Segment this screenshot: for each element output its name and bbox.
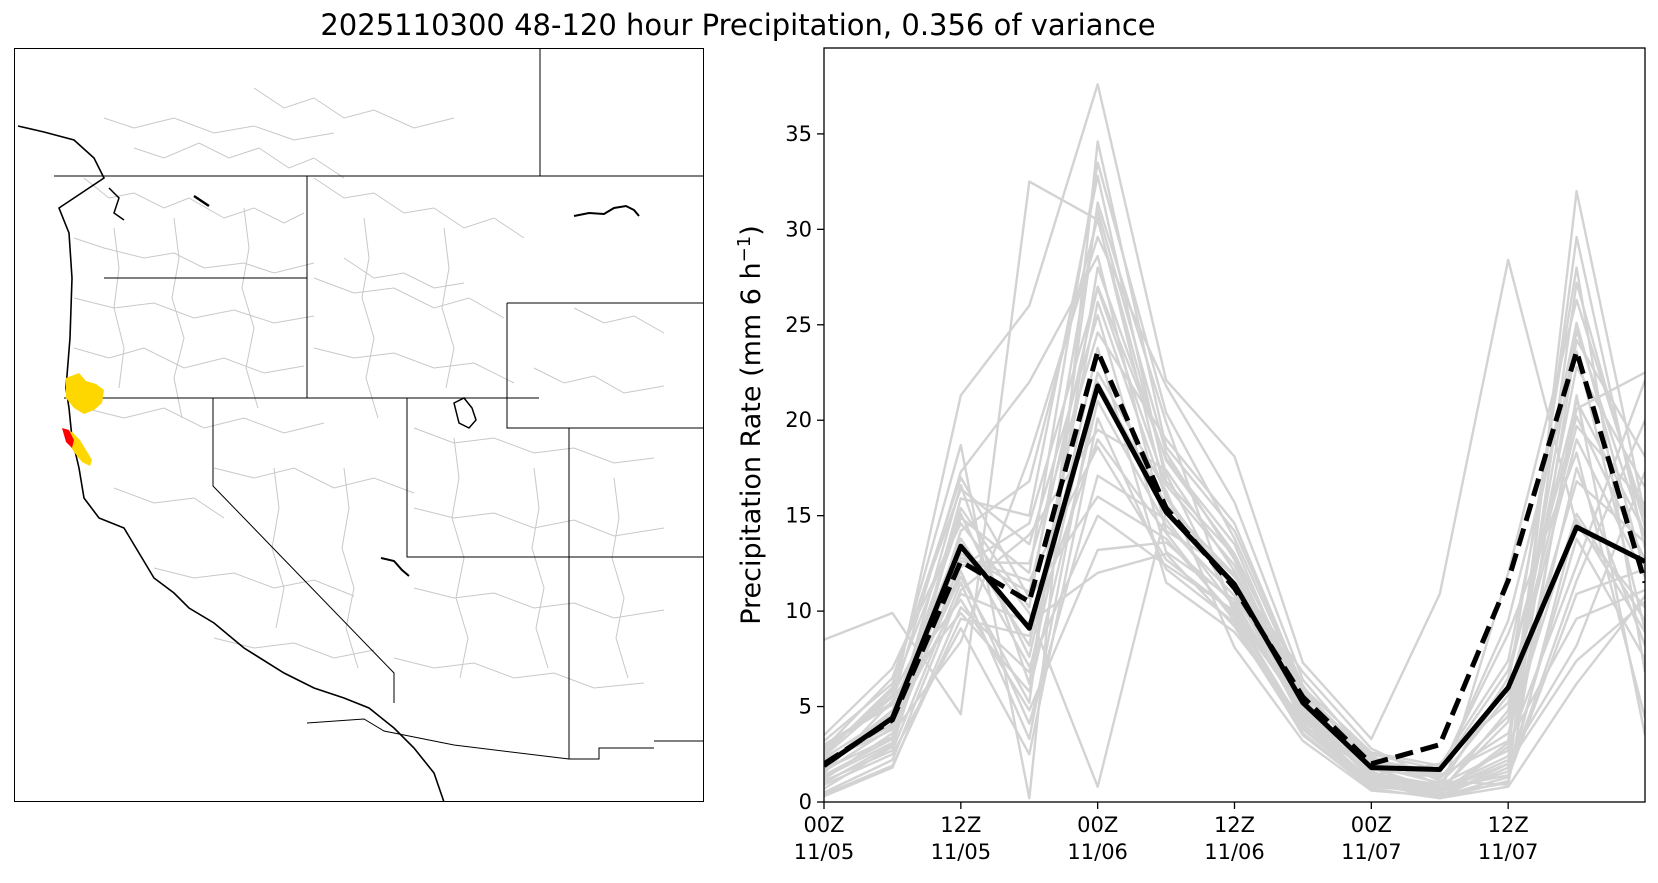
x-tick-label: 11/06 bbox=[1067, 840, 1128, 864]
highlight-dashed-line bbox=[824, 349, 1645, 767]
x-tick-label: 12Z bbox=[940, 813, 981, 837]
x-tick-label: 11/05 bbox=[931, 840, 992, 864]
state-borders bbox=[14, 48, 704, 802]
x-tick-label: 11/07 bbox=[1478, 840, 1539, 864]
ensemble-member-line bbox=[824, 399, 1645, 800]
ensemble-member-line bbox=[824, 285, 1645, 794]
ensemble-member-line bbox=[824, 438, 1645, 800]
lake-outline bbox=[380, 557, 410, 577]
region-map bbox=[14, 48, 704, 802]
x-tick-label: 12Z bbox=[1214, 813, 1255, 837]
y-tick-label: 20 bbox=[785, 408, 812, 432]
y-tick-label: 35 bbox=[785, 122, 812, 146]
y-tick-label: 30 bbox=[785, 217, 812, 241]
x-tick-label: 00Z bbox=[1351, 813, 1392, 837]
ensemble-member-line bbox=[824, 161, 1645, 775]
coastline bbox=[17, 125, 445, 802]
ensemble-member-line bbox=[824, 428, 1645, 794]
y-tick-label: 25 bbox=[785, 313, 812, 337]
ensemble-member-line bbox=[824, 235, 1645, 781]
y-tick-label: 0 bbox=[799, 790, 812, 814]
ensemble-member-line bbox=[824, 471, 1645, 792]
y-axis-label: Precipitation Rate (mm 6 h−1) bbox=[734, 225, 767, 625]
ensemble-member-line bbox=[824, 537, 1645, 794]
highlight-region bbox=[66, 373, 104, 414]
ensemble-member-line bbox=[824, 266, 1645, 781]
ensemble-member-line bbox=[824, 321, 1645, 777]
lake-outline bbox=[453, 397, 477, 429]
y-tick-label: 15 bbox=[785, 504, 812, 528]
x-tick-label: 11/07 bbox=[1341, 840, 1402, 864]
x-tick-label: 00Z bbox=[1077, 813, 1118, 837]
x-tick-label: 11/06 bbox=[1204, 840, 1265, 864]
plot-area bbox=[824, 83, 1645, 800]
basin-boundaries bbox=[73, 87, 665, 689]
x-tick-label: 12Z bbox=[1488, 813, 1529, 837]
highlight-region-strong bbox=[62, 428, 74, 448]
ensemble-member-line bbox=[824, 281, 1645, 786]
x-tick-label: 11/05 bbox=[794, 840, 855, 864]
lake-outline bbox=[193, 194, 210, 208]
y-tick-label: 5 bbox=[799, 695, 812, 719]
ensemble-member-line bbox=[824, 541, 1645, 798]
ensemble-member-line bbox=[824, 83, 1645, 746]
figure-title: 2025110300 48-120 hour Precipitation, 0.… bbox=[320, 8, 1156, 42]
x-tick-label: 00Z bbox=[803, 813, 844, 837]
y-axis-label-superscript: −1 bbox=[734, 236, 755, 263]
ensemble-member-line bbox=[824, 209, 1645, 792]
lake-outline bbox=[108, 187, 125, 221]
lake-outline bbox=[573, 204, 640, 217]
y-tick-label: 10 bbox=[785, 599, 812, 623]
